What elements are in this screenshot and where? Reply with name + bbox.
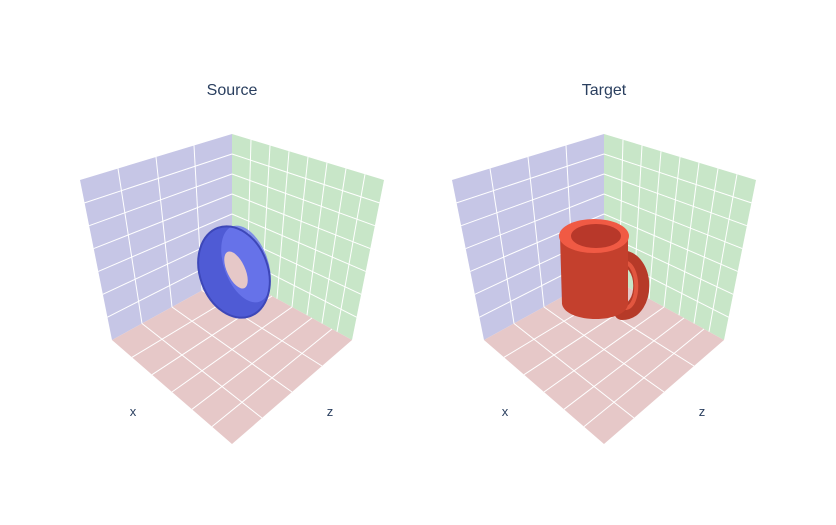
scene-source[interactable]: Source x z [80, 82, 384, 444]
floor-v-5 [583, 328, 705, 428]
floor [484, 274, 724, 444]
scene-target[interactable]: Target x z [452, 82, 756, 444]
left-wall-v-1 [84, 153, 233, 204]
right-wall-u-7 [708, 174, 738, 332]
torus-hole [224, 251, 248, 289]
chart-title-target: Target [582, 82, 627, 99]
right-wall-u-6 [693, 168, 719, 324]
right-wall-v-3 [603, 193, 743, 250]
right-wall-u-5 [306, 162, 328, 316]
right-wall-u-3 [276, 151, 290, 299]
back-wall-left [80, 134, 232, 340]
floor-v-5 [211, 328, 333, 428]
left-wall-v-1 [456, 153, 605, 204]
mug-opening [571, 224, 621, 248]
floor [112, 274, 352, 444]
right-wall-u-4 [291, 156, 309, 308]
right-wall-v-2 [231, 173, 376, 227]
right-wall-v-1 [231, 153, 380, 204]
floor-v-3 [171, 306, 293, 393]
chart-title-source: Source [207, 82, 258, 99]
right-wall-v-2 [603, 173, 748, 227]
right-wall-u-7 [336, 174, 366, 332]
floor-v-3 [543, 306, 665, 393]
z-axis-label-target: z [699, 404, 706, 419]
right-wall-u-4 [663, 156, 681, 308]
left-wall-v-4 [98, 213, 233, 272]
x-axis-label-target: x [502, 404, 509, 419]
left-wall-v-3 [93, 193, 233, 250]
left-wall-u-1 [117, 168, 143, 324]
z-axis-label-source: z [327, 404, 334, 419]
left-wall-u-1 [489, 168, 515, 324]
floor-v-4 [563, 317, 685, 410]
mug-object [559, 219, 650, 320]
right-wall-u-5 [678, 162, 700, 316]
torus-rim [197, 225, 271, 319]
right-wall-v-1 [603, 153, 752, 204]
right-wall-u-3 [648, 151, 662, 299]
left-wall-v-2 [88, 173, 233, 227]
right-wall-u-6 [321, 168, 347, 324]
right-wall-v-4 [603, 213, 738, 272]
floor-v-4 [191, 317, 313, 410]
right-wall-v-4 [231, 213, 366, 272]
left-wall-v-2 [460, 173, 605, 227]
left-wall-v-3 [465, 193, 605, 250]
torus-object [197, 225, 271, 319]
left-wall-u-2 [155, 156, 173, 308]
x-axis-label-source: x [130, 404, 137, 419]
left-wall-u-2 [527, 156, 545, 308]
mug-body [560, 236, 628, 319]
right-wall-v-3 [231, 193, 371, 250]
